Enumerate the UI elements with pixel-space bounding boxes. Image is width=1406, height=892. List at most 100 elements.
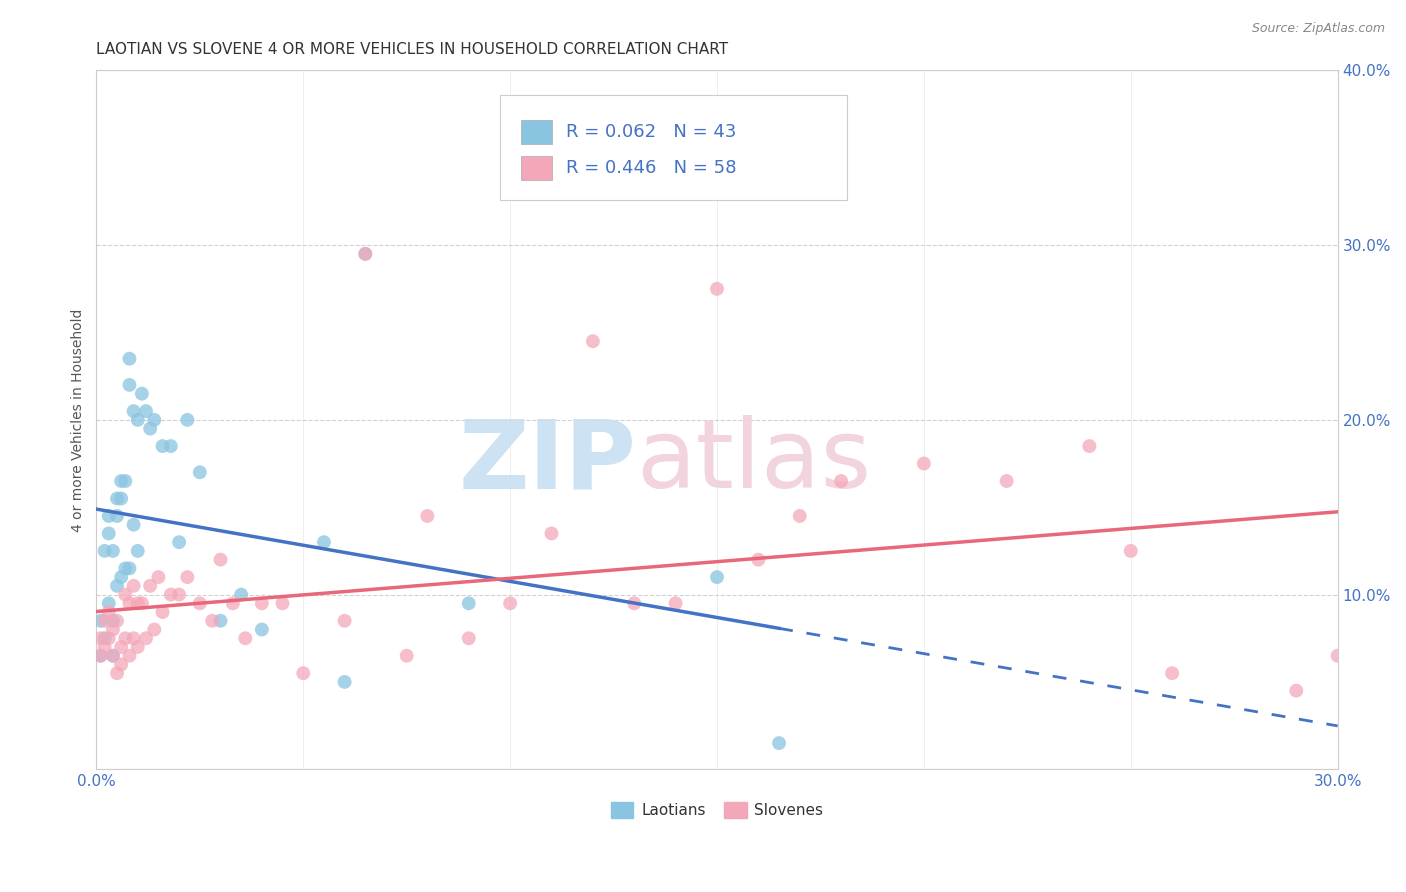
Text: ZIP: ZIP: [458, 416, 637, 508]
Point: [122, 579, 145, 593]
Point: [159, 439, 181, 453]
Point: [114, 474, 136, 488]
Point: [93, 632, 115, 646]
Point: [139, 421, 162, 435]
Point: [499, 596, 522, 610]
Y-axis label: 4 or more Vehicles in Household: 4 or more Vehicles in Household: [72, 308, 86, 532]
Point: [127, 544, 149, 558]
Point: [97, 632, 120, 646]
Point: [105, 614, 128, 628]
Text: R = 0.446   N = 58: R = 0.446 N = 58: [565, 160, 737, 178]
Point: [118, 378, 141, 392]
Point: [110, 570, 132, 584]
Point: [127, 596, 149, 610]
Point: [101, 648, 124, 663]
Point: [97, 596, 120, 610]
Point: [127, 413, 149, 427]
Point: [89, 632, 111, 646]
Point: [457, 632, 479, 646]
Point: [830, 474, 852, 488]
Point: [105, 508, 128, 523]
Point: [665, 596, 688, 610]
Point: [93, 544, 115, 558]
Point: [131, 386, 153, 401]
Point: [152, 605, 174, 619]
Point: [1285, 683, 1308, 698]
Point: [122, 404, 145, 418]
Text: Source: ZipAtlas.com: Source: ZipAtlas.com: [1251, 22, 1385, 36]
Point: [135, 404, 157, 418]
Point: [101, 623, 124, 637]
Point: [623, 596, 645, 610]
Point: [706, 282, 728, 296]
Point: [110, 640, 132, 654]
Point: [789, 508, 811, 523]
Text: atlas: atlas: [637, 416, 872, 508]
Point: [333, 614, 356, 628]
Point: [148, 570, 170, 584]
Point: [167, 535, 190, 549]
Bar: [520, 120, 553, 145]
Text: LAOTIAN VS SLOVENE 4 OR MORE VEHICLES IN HOUSEHOLD CORRELATION CHART: LAOTIAN VS SLOVENE 4 OR MORE VEHICLES IN…: [97, 42, 728, 57]
Point: [250, 596, 273, 610]
Point: [114, 632, 136, 646]
Point: [995, 474, 1018, 488]
Point: [457, 596, 479, 610]
Point: [912, 457, 935, 471]
Point: [114, 561, 136, 575]
Point: [118, 596, 141, 610]
Point: [176, 413, 198, 427]
Point: [395, 648, 418, 663]
Point: [101, 614, 124, 628]
Point: [354, 247, 377, 261]
Point: [127, 640, 149, 654]
Point: [416, 508, 439, 523]
Point: [118, 648, 141, 663]
Point: [93, 614, 115, 628]
Point: [105, 491, 128, 506]
Point: [747, 552, 769, 566]
Point: [97, 605, 120, 619]
Point: [312, 535, 335, 549]
Point: [582, 334, 605, 349]
Point: [101, 544, 124, 558]
Point: [89, 648, 111, 663]
Point: [89, 614, 111, 628]
Point: [706, 570, 728, 584]
Point: [97, 508, 120, 523]
Point: [1161, 666, 1184, 681]
Text: R = 0.062   N = 43: R = 0.062 N = 43: [565, 123, 735, 141]
Bar: [520, 156, 553, 180]
Point: [354, 247, 377, 261]
Point: [89, 648, 111, 663]
Legend: Laotians, Slovenes: Laotians, Slovenes: [605, 797, 830, 824]
Point: [209, 614, 232, 628]
Point: [139, 579, 162, 593]
Point: [201, 614, 224, 628]
Point: [167, 588, 190, 602]
Point: [333, 675, 356, 690]
Point: [188, 465, 211, 479]
Point: [93, 640, 115, 654]
Point: [110, 474, 132, 488]
Point: [188, 596, 211, 610]
Point: [209, 552, 232, 566]
Point: [159, 588, 181, 602]
FancyBboxPatch shape: [499, 95, 848, 200]
Point: [1078, 439, 1101, 453]
Point: [135, 632, 157, 646]
Point: [176, 570, 198, 584]
Point: [1119, 544, 1142, 558]
Point: [768, 736, 790, 750]
Point: [105, 579, 128, 593]
Point: [233, 632, 256, 646]
Point: [122, 632, 145, 646]
Point: [97, 526, 120, 541]
Point: [105, 666, 128, 681]
Point: [292, 666, 315, 681]
Point: [250, 623, 273, 637]
Point: [143, 413, 166, 427]
Point: [143, 623, 166, 637]
Point: [101, 648, 124, 663]
Point: [540, 526, 562, 541]
